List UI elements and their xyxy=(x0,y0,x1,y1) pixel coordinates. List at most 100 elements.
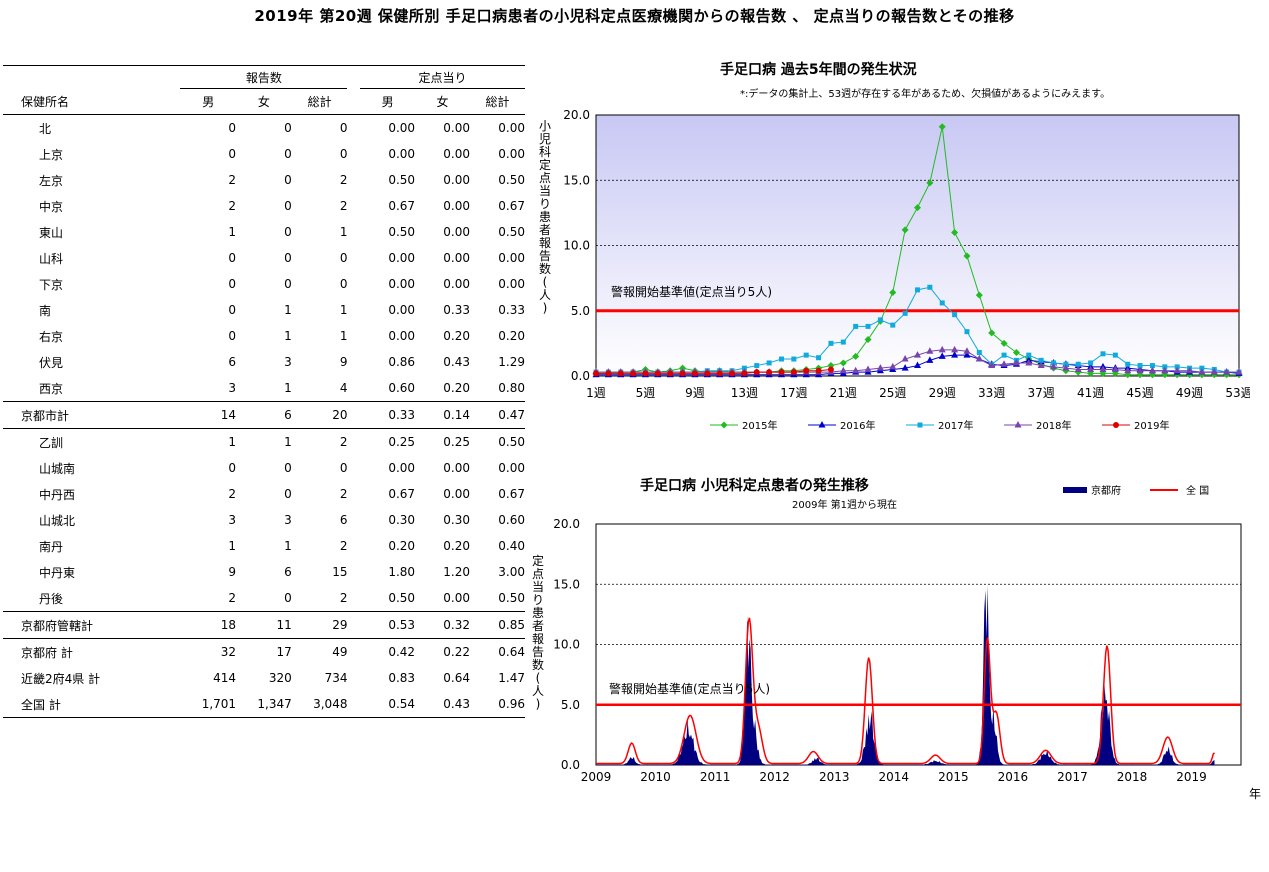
y-tick-label: 15.0 xyxy=(553,577,580,591)
table-row: 全国 計 1,701 1,347 3,048 0.54 0.43 0.96 xyxy=(3,691,525,718)
data-point xyxy=(853,323,859,329)
row-value: 0.00 xyxy=(388,121,416,135)
stats-table: 報告数 定点当り 保健所名 男 女 総計 男 女 総計 北 0 0 0 0.00 0.00… xyxy=(3,65,525,718)
data-point xyxy=(877,317,883,323)
row-value: 2 xyxy=(228,199,237,213)
row-value: 0.54 xyxy=(360,691,416,718)
data-point xyxy=(1124,366,1132,374)
row-value: 414 xyxy=(213,671,237,685)
col-header-total-count: 総計 xyxy=(291,88,348,115)
data-point xyxy=(1186,366,1194,374)
x-tick-label: 37週 xyxy=(1028,386,1055,400)
data-point xyxy=(766,369,773,376)
row-name: 南 xyxy=(39,303,52,318)
data-point xyxy=(901,364,909,371)
row-value: 2 xyxy=(339,591,348,605)
row-value: 0.43 xyxy=(415,691,470,718)
data-point xyxy=(667,370,674,377)
x-tick-label: 9週 xyxy=(685,386,705,400)
row-name: 全国 計 xyxy=(3,691,181,718)
data-point xyxy=(1037,361,1045,369)
chart-subtitle: 2009年 第1週から現在 xyxy=(792,498,897,511)
data-point xyxy=(1136,366,1144,374)
data-point xyxy=(1137,363,1143,369)
data-point xyxy=(988,329,996,337)
data-point xyxy=(1112,352,1118,358)
data-point xyxy=(901,355,909,362)
data-point xyxy=(914,351,921,358)
table-row: 南丹 1 1 2 0.20 0.20 0.40 xyxy=(3,533,525,559)
data-point xyxy=(1075,361,1081,367)
row-value: 20 xyxy=(291,401,348,429)
data-point xyxy=(1025,358,1033,366)
data-point xyxy=(791,356,797,362)
row-value: 0.00 xyxy=(388,251,416,265)
x-tick-label: 13週 xyxy=(731,386,758,400)
row-value: 0.67 xyxy=(388,199,416,213)
row-value: 1 xyxy=(339,303,348,317)
data-point xyxy=(1088,360,1094,366)
row-value: 0.60 xyxy=(388,381,416,395)
table-row: 右京 0 1 1 0.00 0.20 0.20 xyxy=(3,323,525,349)
row-name: 近畿2府4県 計 xyxy=(21,671,101,686)
row-value: 0.67 xyxy=(498,199,525,213)
y-tick-label: 5.0 xyxy=(561,698,580,712)
row-value: 0.42 xyxy=(388,645,416,659)
table-row: 東山 1 0 1 0.50 0.00 0.50 xyxy=(3,219,525,245)
row-value: 0.25 xyxy=(443,435,470,449)
data-point xyxy=(864,335,872,343)
row-value: 0.00 xyxy=(443,199,470,213)
data-point xyxy=(803,367,810,374)
row-value: 2 xyxy=(339,435,348,449)
row-value: 0 xyxy=(228,121,237,135)
data-point xyxy=(839,359,847,367)
table-row: 近畿2府4県 計 414 320 734 0.83 0.64 1.47 xyxy=(3,665,525,691)
row-value: 0.20 xyxy=(388,539,416,553)
row-value: 0.20 xyxy=(498,329,525,343)
row-value: 9 xyxy=(228,565,237,579)
row-value: 2 xyxy=(228,591,237,605)
row-value: 1 xyxy=(228,435,237,449)
row-value: 0.00 xyxy=(498,147,525,161)
data-point xyxy=(952,312,958,318)
row-value: 1.80 xyxy=(388,565,416,579)
row-name: 山城北 xyxy=(39,513,76,528)
data-point xyxy=(720,421,728,429)
x-tick-label: 21週 xyxy=(830,386,857,400)
row-value: 0.33 xyxy=(360,401,416,429)
row-value: 0.96 xyxy=(470,691,525,718)
data-point xyxy=(704,370,711,377)
row-value: 1 xyxy=(339,329,348,343)
x-tick-label: 1週 xyxy=(586,386,606,400)
row-value: 32 xyxy=(220,645,237,659)
data-point xyxy=(815,367,822,374)
row-name: 中京 xyxy=(39,199,64,214)
data-point xyxy=(963,351,971,358)
row-value: 1 xyxy=(284,539,292,553)
data-point xyxy=(917,422,923,428)
row-value: 18 xyxy=(180,611,237,639)
x-tick-label: 2015 xyxy=(938,770,969,784)
data-point xyxy=(864,365,872,372)
row-value: 0.50 xyxy=(388,225,416,239)
row-name: 左京 xyxy=(39,173,64,188)
row-name: 山城南 xyxy=(39,461,76,476)
col-header-name: 保健所名 xyxy=(3,88,181,115)
y-axis-label: 定点当り患者報告数(人) xyxy=(532,553,544,711)
table-row: 京都府 計 32 17 49 0.42 0.22 0.64 xyxy=(3,639,525,666)
x-tick-label: 2012 xyxy=(759,770,790,784)
data-point xyxy=(1012,358,1020,366)
data-point xyxy=(1148,366,1156,374)
x-tick-label: 2014 xyxy=(879,770,910,784)
data-point xyxy=(951,345,959,353)
data-point xyxy=(951,228,959,236)
x-axis-label: 年 xyxy=(1249,787,1261,801)
row-value: 17 xyxy=(276,645,292,659)
data-point xyxy=(926,356,934,363)
row-value: 2 xyxy=(339,539,348,553)
row-name: 右京 xyxy=(39,329,64,344)
table-row: 山城北 3 3 6 0.30 0.30 0.60 xyxy=(3,507,525,533)
row-value: 29 xyxy=(291,611,348,639)
data-point xyxy=(818,421,826,428)
data-point xyxy=(964,329,970,335)
